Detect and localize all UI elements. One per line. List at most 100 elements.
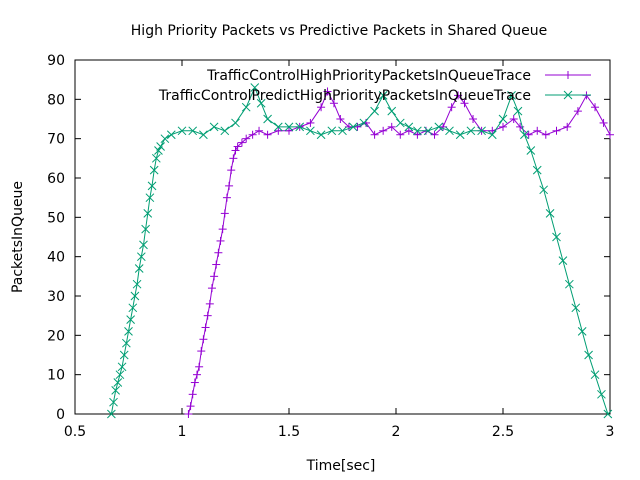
data-point	[606, 130, 614, 139]
data-point	[395, 118, 405, 128]
data-point	[203, 311, 212, 320]
y-axis-label: PacketsInQueue	[10, 181, 26, 293]
data-point	[284, 122, 294, 132]
legend-marker	[563, 90, 573, 100]
data-point	[250, 83, 260, 92]
data-point	[524, 130, 533, 139]
data-point	[147, 181, 157, 191]
y-tick-label: 90	[47, 53, 65, 69]
series-line	[187, 90, 611, 415]
data-point	[207, 284, 216, 293]
data-point	[205, 299, 214, 308]
data-point	[584, 350, 593, 360]
x-tick-label: 2.5	[492, 424, 514, 440]
data-point	[263, 114, 272, 124]
data-point	[212, 260, 221, 269]
data-point	[222, 193, 231, 202]
data-point	[285, 126, 293, 135]
data-point	[255, 126, 264, 135]
data-point	[263, 130, 272, 139]
data-point	[487, 130, 497, 140]
data-point	[327, 126, 337, 136]
data-point	[128, 303, 138, 313]
data-point	[237, 138, 246, 147]
data-point	[201, 323, 210, 332]
data-point	[577, 327, 587, 336]
data-point	[220, 209, 229, 218]
data-point	[188, 390, 197, 399]
data-point	[229, 154, 238, 163]
data-point	[231, 146, 240, 155]
plot-frame	[74, 59, 611, 415]
y-tick-label: 0	[56, 407, 65, 423]
data-point	[513, 106, 523, 116]
data-point	[404, 126, 413, 135]
y-tick-label: 80	[47, 92, 65, 108]
data-point	[122, 338, 131, 348]
data-point	[387, 122, 396, 131]
data-point	[177, 126, 187, 136]
y-tick-label: 40	[47, 250, 65, 266]
data-point	[323, 87, 332, 96]
data-point	[563, 122, 572, 131]
data-point	[117, 362, 127, 372]
data-point	[188, 126, 198, 136]
data-point	[455, 130, 465, 140]
series-2	[107, 83, 613, 419]
data-point	[141, 224, 150, 234]
series-line	[110, 86, 609, 415]
data-point	[599, 118, 608, 127]
legend-label: TrafficControlHighPriorityPacketsInQueue…	[206, 68, 531, 84]
data-point	[539, 185, 549, 195]
data-point	[329, 99, 338, 108]
data-point	[274, 126, 283, 135]
data-point	[233, 142, 242, 151]
data-point	[541, 130, 550, 139]
data-point	[413, 130, 422, 139]
data-point	[413, 126, 422, 136]
legend-label: TrafficControlPredictHighPriorityPackets…	[158, 88, 531, 104]
data-point	[199, 130, 208, 140]
data-point	[526, 146, 536, 155]
data-point	[190, 378, 199, 387]
data-point	[199, 335, 208, 344]
data-point	[134, 264, 144, 273]
x-axis-label: Time[sec]	[306, 458, 376, 474]
data-point	[477, 126, 486, 136]
data-point	[445, 126, 454, 136]
chart-title: High Priority Packets vs Predictive Pack…	[131, 23, 547, 39]
data-point	[378, 91, 388, 100]
data-point	[218, 225, 227, 234]
data-point	[130, 291, 140, 301]
data-point	[195, 362, 204, 371]
data-point	[115, 370, 125, 380]
data-point	[132, 279, 142, 289]
y-tick-label: 10	[47, 368, 65, 384]
data-point	[603, 409, 613, 419]
data-point	[532, 165, 542, 175]
x-tick-label: 1.5	[278, 424, 300, 440]
data-point	[454, 91, 463, 100]
data-point	[186, 402, 195, 411]
data-point	[139, 240, 148, 250]
data-point	[119, 350, 129, 360]
data-point	[184, 410, 193, 418]
data-point	[359, 118, 369, 128]
data-point	[209, 122, 219, 132]
data-point	[316, 130, 326, 140]
data-point	[460, 99, 469, 108]
y-tick-label: 30	[47, 289, 65, 305]
data-point	[306, 126, 315, 136]
data-point	[136, 252, 146, 262]
data-point	[109, 397, 118, 407]
data-point	[379, 126, 388, 135]
data-point	[160, 134, 170, 144]
data-point	[220, 126, 230, 136]
data-point	[404, 122, 414, 132]
x-tick-label: 1	[178, 424, 187, 440]
y-tick-label: 50	[47, 210, 65, 226]
data-point	[192, 370, 201, 379]
data-point	[241, 102, 251, 112]
